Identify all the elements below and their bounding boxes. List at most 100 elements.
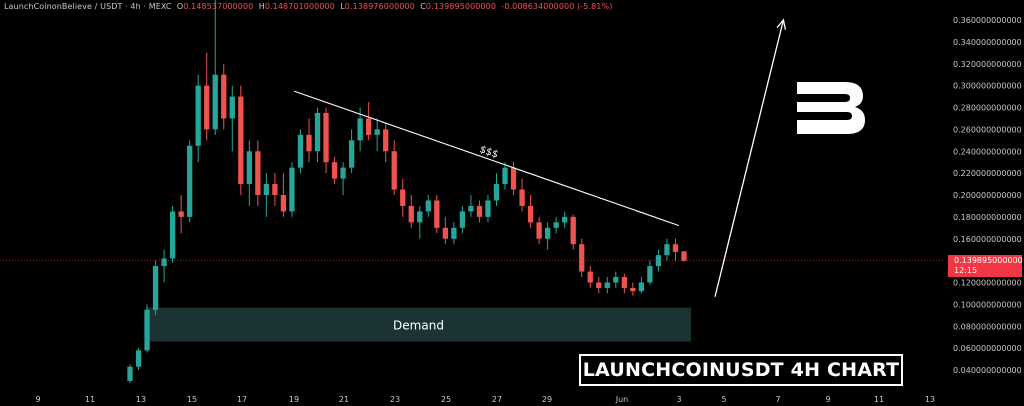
candle-body — [263, 184, 270, 195]
y-tick-label: 0.260000000000 — [953, 125, 1022, 134]
candle-body — [434, 200, 440, 228]
candle-body — [144, 309, 150, 351]
x-tick-label: 19 — [289, 395, 299, 404]
candle-body — [587, 271, 593, 283]
x-tick-label: 13 — [925, 395, 935, 404]
last-price: 0.139895000000 — [954, 256, 1023, 265]
candle-body — [331, 162, 338, 179]
candle-body — [229, 96, 235, 119]
candle-body — [604, 282, 610, 288]
candle-body — [664, 244, 670, 256]
candle-body — [451, 227, 457, 239]
projection-arrow-head — [776, 18, 787, 30]
candle-body — [613, 277, 619, 283]
candle-body — [187, 145, 193, 217]
y-axis: 0.040000000000 0.060000000000 0.0800000000… — [953, 16, 1022, 375]
candle-body — [314, 112, 321, 152]
candle-body — [544, 227, 551, 239]
last-price-tag: 0.139895000000 12:15 — [948, 255, 1023, 277]
candle-body — [340, 167, 346, 179]
candle-body — [630, 287, 636, 292]
candle-body — [536, 222, 542, 239]
candle-body — [289, 167, 295, 212]
x-tick-label: 3 — [676, 395, 681, 404]
candle-body — [425, 200, 431, 212]
candle-body — [459, 211, 466, 228]
candle-body — [195, 85, 201, 146]
close-value: 0.139895000000 — [425, 2, 497, 11]
open-value: 0.148537000000 — [183, 2, 254, 11]
candle-body — [647, 266, 653, 283]
resistance-trendline[interactable] — [293, 90, 680, 227]
low-value: 0.138976000000 — [344, 2, 415, 11]
candle-body — [596, 282, 602, 288]
y-tick-label: 0.120000000000 — [953, 279, 1022, 288]
candle-body — [485, 200, 491, 217]
x-tick-label: 15 — [187, 395, 197, 404]
y-tick-label: 0.160000000000 — [953, 235, 1022, 244]
y-tick-label: 0.040000000000 — [953, 366, 1022, 375]
candle-body — [272, 184, 278, 195]
change-value: -0.008634000000 (-5.81%) — [501, 2, 613, 11]
candle-body — [527, 205, 534, 223]
y-tick-label: 0.080000000000 — [953, 322, 1022, 331]
bar-countdown: 12:15 — [954, 266, 978, 275]
x-tick-label: 21 — [339, 395, 349, 404]
candle-body — [348, 140, 355, 168]
candle-body — [442, 227, 448, 239]
chart-title: LAUNCHCOINUSDT 4H CHART — [582, 359, 900, 381]
candle-body — [212, 74, 218, 130]
candles — [127, 0, 687, 384]
x-tick-label: 27 — [492, 395, 502, 404]
candle-body — [621, 277, 627, 288]
chart-title-box: LAUNCHCOINUSDT 4H CHART — [579, 354, 903, 386]
candle-body — [374, 129, 380, 135]
y-tick-label: 0.180000000000 — [953, 213, 1022, 222]
x-tick-label: Jun — [615, 395, 629, 404]
y-tick-label: 0.320000000000 — [953, 60, 1022, 69]
demand-zone — [146, 307, 691, 342]
candle-body — [672, 244, 679, 252]
candle-body — [204, 85, 210, 130]
candle-body — [655, 255, 662, 267]
candle-body — [152, 266, 159, 310]
candle-body — [681, 251, 687, 261]
candle-body — [638, 282, 645, 292]
y-tick-label: 0.280000000000 — [953, 104, 1022, 113]
x-tick-label: 11 — [85, 395, 95, 404]
candle-body — [357, 118, 363, 141]
projection-arrow[interactable] — [714, 19, 785, 297]
candle-body — [493, 184, 500, 201]
candle-body — [570, 216, 576, 245]
x-tick-label: 7 — [775, 395, 780, 404]
x-tick-label: 11 — [874, 395, 884, 404]
candle-body — [519, 189, 525, 206]
candle-body — [391, 151, 397, 190]
y-tick-label: 0.340000000000 — [953, 38, 1022, 47]
candle-body — [280, 195, 287, 212]
y-tick-label: 0.300000000000 — [953, 82, 1022, 91]
y-tick-label: 0.200000000000 — [953, 191, 1022, 200]
high-value: 0.148701000000 — [264, 2, 335, 11]
candle-body — [161, 258, 167, 267]
candle-body — [553, 222, 559, 228]
x-tick-label: 9 — [825, 395, 830, 404]
x-axis: 9 11 13 15 17 19 21 23 25 27 29 Jun 3 5 7 9 11 13 — [35, 395, 935, 404]
symbol-header: LaunchCoinonBelieve / USDT · 4h · MEXC O… — [4, 2, 613, 11]
candle-body — [127, 366, 133, 381]
candle-body — [476, 205, 483, 217]
y-tick-label: 0.060000000000 — [953, 344, 1022, 353]
candle-body — [323, 112, 329, 163]
x-tick-label: 17 — [237, 395, 247, 404]
candle-body — [408, 205, 414, 223]
candle-body — [221, 74, 227, 119]
candle-body — [562, 216, 568, 223]
candle-body — [383, 129, 389, 152]
brand-logo — [797, 82, 865, 134]
candle-body — [306, 134, 312, 152]
candle-body — [135, 350, 142, 367]
y-tick-label: 0.100000000000 — [953, 300, 1022, 309]
y-tick-label: 0.360000000000 — [953, 16, 1022, 25]
candle-body — [366, 118, 372, 135]
